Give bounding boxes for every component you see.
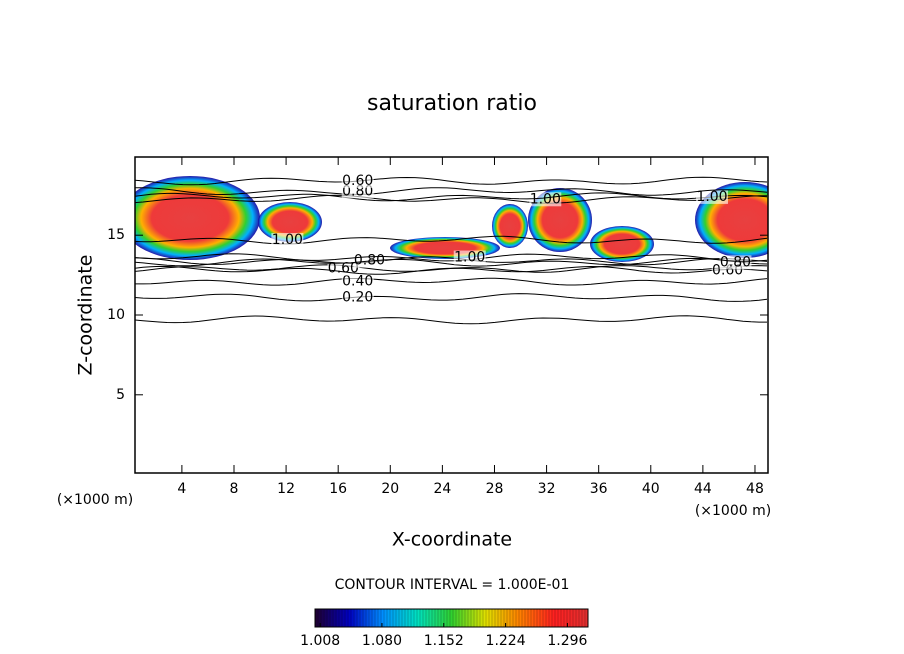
- colorbar: [314, 608, 589, 628]
- colorbar-title: CONTOUR INTERVAL = 1.000E-01: [335, 577, 570, 593]
- chart-title: saturation ratio: [367, 91, 537, 116]
- x-tick-label: 12: [277, 481, 295, 497]
- colorbar-tick-label: 1.080: [362, 633, 402, 649]
- contour-label-bg: [327, 261, 360, 276]
- x-tick-label: 4: [177, 481, 186, 497]
- contour-line: [135, 235, 768, 245]
- contour-label-bg: [341, 173, 374, 188]
- x-axis-label: X-coordinate: [392, 529, 512, 551]
- x-tick-label: 8: [230, 481, 239, 497]
- contour-line: [135, 315, 767, 325]
- contour-line: [135, 187, 768, 196]
- contour-line: [135, 253, 768, 262]
- contour-line: [135, 265, 768, 275]
- contour-label-bg: [719, 255, 752, 270]
- y-unit: (×1000 m): [57, 492, 133, 508]
- contour-label: 1.00: [272, 232, 303, 248]
- contour-label: 1.00: [696, 189, 727, 205]
- x-tick-label: 44: [694, 481, 712, 497]
- contour-label-bg: [341, 274, 374, 289]
- contour-line: [135, 277, 768, 286]
- x-tick-label: 32: [538, 481, 556, 497]
- contour-label-bg: [341, 290, 374, 305]
- contour-label: 0.20: [342, 289, 373, 305]
- x-tick-label: 48: [746, 481, 764, 497]
- colorbar-tick-label: 1.008: [300, 633, 340, 649]
- contour-line: [135, 293, 768, 302]
- y-tick-label: 5: [116, 387, 125, 403]
- contour-label-bg: [529, 192, 562, 207]
- colorbar-tick-label: 1.152: [424, 633, 464, 649]
- colorbar-tick-label: 1.296: [547, 633, 587, 649]
- contour-label: 0.60: [342, 173, 373, 189]
- supersaturation-region: [135, 176, 260, 260]
- contour-label: 1.00: [530, 191, 561, 207]
- x-tick-label: 28: [486, 481, 504, 497]
- y-axis-label: Z-coordinate: [75, 255, 97, 376]
- contour-label: 1.00: [454, 250, 485, 266]
- supersaturation-region: [590, 226, 654, 262]
- x-tick-label: 20: [381, 481, 399, 497]
- contour-label: 0.80: [720, 254, 751, 270]
- colorbar-tick-label: 1.224: [486, 633, 526, 649]
- x-tick-label: 40: [642, 481, 660, 497]
- x-unit: (×1000 m): [695, 503, 771, 519]
- x-tick-label: 24: [433, 481, 451, 497]
- contour-line: [135, 257, 768, 267]
- contour-lines: 0.200.400.60 0.600.80 0.801.001.001.00 1.00…: [135, 173, 768, 325]
- contour-line: [135, 256, 768, 266]
- y-tick-label: 10: [107, 307, 125, 323]
- x-tick-label: 36: [590, 481, 608, 497]
- y-tick-label: 15: [107, 227, 125, 243]
- contour-label: 0.40: [342, 273, 373, 289]
- supersaturation-region: [258, 202, 322, 242]
- supersaturation-region: [492, 204, 528, 248]
- x-tick-label: 16: [329, 481, 347, 497]
- contour-line: [135, 176, 768, 186]
- contour-line: [135, 192, 768, 202]
- contour-label-bg: [271, 232, 304, 247]
- contour-label-bg: [695, 189, 728, 204]
- contour-label-bg: [453, 250, 486, 265]
